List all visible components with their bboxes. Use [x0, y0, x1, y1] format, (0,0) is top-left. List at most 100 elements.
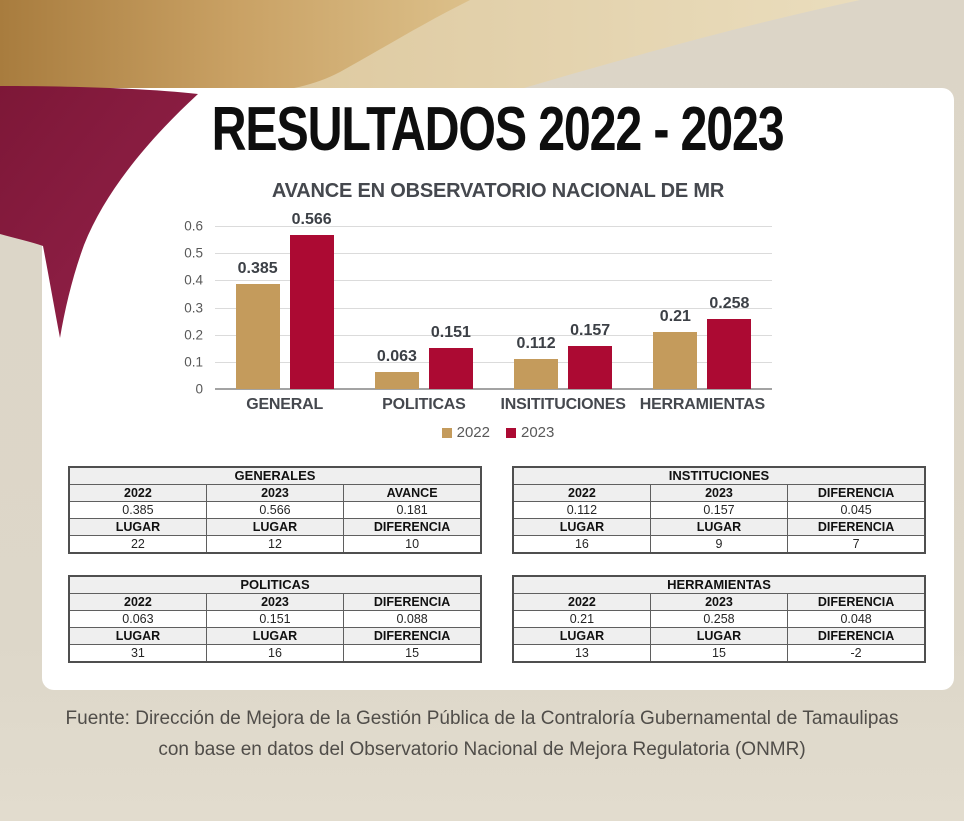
- table-cell: 2023: [649, 593, 789, 611]
- table-cell: LUGAR: [649, 627, 789, 645]
- bar-2023-insitituciones: [568, 346, 613, 389]
- table-cell: 2023: [205, 593, 345, 611]
- table-cell: -2: [787, 644, 926, 663]
- bar-2023-herramientas: [707, 318, 752, 389]
- table-cell: 0.181: [343, 501, 482, 519]
- table-cell: LUGAR: [205, 518, 345, 536]
- table-cell: 0.088: [343, 610, 482, 628]
- table-row: 31 16 15: [68, 644, 482, 663]
- legend-label-2022: 2022: [456, 424, 490, 441]
- bar-2022-general: [235, 284, 280, 389]
- table-cell: DIFERENCIA: [343, 593, 482, 611]
- table-row: HERRAMIENTAS: [512, 575, 926, 594]
- legend-swatch-2023: [506, 427, 516, 438]
- table-row: 2022 2023 DIFERENCIA: [68, 593, 482, 611]
- table-cell: 2022: [512, 593, 651, 611]
- table-cell: LUGAR: [68, 518, 207, 536]
- table-cell: DIFERENCIA: [787, 627, 926, 645]
- table-cell: 0.048: [787, 610, 926, 628]
- gridline: [215, 307, 772, 309]
- bar-value-label: 0.385: [237, 260, 278, 278]
- gridline: [215, 388, 772, 390]
- table-cell: 0.258: [649, 610, 789, 628]
- table-row: 0.112 0.157 0.045: [512, 501, 926, 519]
- table-row: 16 9 7: [512, 535, 926, 554]
- table-cell: LUGAR: [512, 518, 651, 536]
- bar-value-label: 0.566: [291, 211, 332, 229]
- gridline: [215, 280, 772, 282]
- table-row: LUGAR LUGAR DIFERENCIA: [68, 518, 482, 536]
- table-cell: 22: [68, 535, 207, 554]
- content-card: RESULTADOS 2022 - 2023 AVANCE EN OBSERVA…: [42, 88, 954, 690]
- legend-item-2022: 2022: [441, 424, 490, 441]
- table-cell: 2022: [68, 484, 207, 502]
- summary-table-generales: GENERALES 2022 2023 AVANCE 0.385 0.566 0.181 LU…: [68, 466, 482, 554]
- bar-2022-insitituciones: [514, 358, 559, 389]
- table-cell: 13: [512, 644, 651, 663]
- table-row: LUGAR LUGAR DIFERENCIA: [512, 518, 926, 536]
- category-label-general: GENERAL: [246, 396, 324, 413]
- table-cell: 7: [787, 535, 926, 554]
- bar-2023-general: [289, 235, 334, 389]
- page-title: RESULTADOS 2022 - 2023: [42, 94, 954, 165]
- table-row: POLITICAS: [68, 575, 482, 594]
- bar-2022-politicas: [374, 371, 419, 389]
- table-cell: DIFERENCIA: [343, 627, 482, 645]
- summary-table-instituciones: INSTITUCIONES 2022 2023 DIFERENCIA 0.112 0.15…: [512, 466, 926, 554]
- source-note: Fuente: Dirección de Mejora de la Gestió…: [0, 703, 964, 765]
- summary-tables: GENERALES 2022 2023 AVANCE 0.385 0.566 0.181 LU…: [68, 466, 926, 663]
- table-cell: 0.063: [68, 610, 207, 628]
- table-row: 2022 2023 AVANCE: [68, 484, 482, 502]
- chart-title: AVANCE EN OBSERVATORIO NACIONAL DE MR: [42, 180, 954, 203]
- table-cell: 9: [649, 535, 789, 554]
- bar-value-label: 0.258: [709, 294, 750, 312]
- table-cell: GENERALES: [68, 466, 482, 485]
- gridline: [215, 253, 772, 255]
- table-cell: LUGAR: [68, 627, 207, 645]
- table-cell: 2023: [649, 484, 789, 502]
- bar-value-label: 0.21: [659, 307, 691, 325]
- table-cell: AVANCE: [343, 484, 482, 502]
- table-row: 2022 2023 DIFERENCIA: [512, 593, 926, 611]
- table-cell: 31: [68, 644, 207, 663]
- category-label-politicas: POLITICAS: [382, 396, 466, 413]
- y-axis-tick: 0.2: [184, 327, 203, 343]
- table-cell: 0.112: [512, 501, 651, 519]
- category-label-herramientas: HERRAMIENTAS: [639, 396, 766, 413]
- table-row: INSTITUCIONES: [512, 466, 926, 485]
- table-row: 0.063 0.151 0.088: [68, 610, 482, 628]
- table-cell: 16: [512, 535, 651, 554]
- table-cell: LUGAR: [512, 627, 651, 645]
- y-axis-tick: 0.4: [184, 272, 203, 288]
- legend-label-2023: 2023: [521, 424, 555, 441]
- table-cell: 0.21: [512, 610, 651, 628]
- table-cell: 0.045: [787, 501, 926, 519]
- table-cell: 0.157: [649, 501, 789, 519]
- table-cell: DIFERENCIA: [787, 484, 926, 502]
- table-cell: HERRAMIENTAS: [512, 575, 926, 594]
- legend-item-2023: 2023: [506, 424, 554, 441]
- category-label-insitituciones: INSITITUCIONES: [500, 396, 626, 413]
- table-row: LUGAR LUGAR DIFERENCIA: [68, 627, 482, 645]
- table-cell: LUGAR: [205, 627, 345, 645]
- summary-table-politicas: POLITICAS 2022 2023 DIFERENCIA 0.063 0.151 0.0…: [68, 575, 482, 663]
- table-cell: 15: [343, 644, 482, 663]
- table-cell: 0.385: [68, 501, 207, 519]
- table-cell: 2023: [205, 484, 345, 502]
- table-cell: 0.151: [205, 610, 345, 628]
- bar-value-label: 0.112: [516, 334, 556, 352]
- bar-2022-herramientas: [653, 331, 698, 389]
- table-cell: DIFERENCIA: [343, 518, 482, 536]
- table-row: LUGAR LUGAR DIFERENCIA: [512, 627, 926, 645]
- chart-title-text: AVANCE EN OBSERVATORIO NACIONAL DE MR: [271, 180, 725, 202]
- table-row: GENERALES: [68, 466, 482, 485]
- table-row: 22 12 10: [68, 535, 482, 554]
- table-cell: 2022: [68, 593, 207, 611]
- bar-2023-politicas: [428, 347, 473, 389]
- y-axis-tick: 0: [195, 381, 203, 397]
- table-cell: 10: [343, 535, 482, 554]
- table-cell: 15: [649, 644, 789, 663]
- table-cell: POLITICAS: [68, 575, 482, 594]
- y-axis-tick: 0.6: [184, 218, 203, 234]
- y-axis-tick: 0.1: [184, 354, 203, 370]
